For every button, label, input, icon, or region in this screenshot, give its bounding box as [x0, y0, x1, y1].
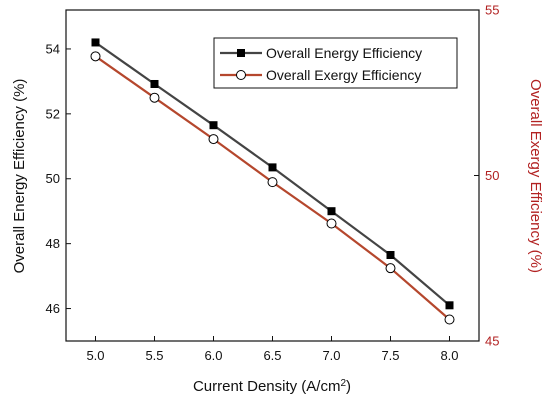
data-point-exergy	[208, 134, 219, 145]
data-point-exergy	[90, 51, 101, 62]
legend-label-energy: Overall Energy Efficiency	[266, 45, 422, 61]
data-point-exergy	[385, 263, 396, 274]
right-y-tick-label: 55	[485, 3, 499, 18]
legend-entry-energy: Overall Energy Efficiency	[220, 45, 422, 61]
data-point-exergy	[267, 177, 278, 188]
data-point-energy	[91, 38, 100, 47]
left-y-tick-label: 54	[46, 41, 60, 56]
data-point-energy	[268, 163, 277, 172]
right-y-axis-ticks: 45 50 55	[474, 3, 499, 349]
data-point-exergy	[326, 218, 337, 229]
data-point-energy	[209, 121, 218, 130]
x-tick-label: 5.0	[86, 348, 104, 363]
left-y-tick-label: 52	[46, 106, 60, 121]
series-line-exergy	[94, 55, 451, 321]
right-y-axis-title: Overall Exergy Efficiency (%)	[527, 79, 544, 273]
left-y-tick-label: 50	[46, 171, 60, 186]
left-y-axis-ticks: 46 48 50 52 54	[46, 41, 71, 316]
left-y-tick-label: 46	[46, 301, 60, 316]
x-tick-label: 5.5	[145, 348, 163, 363]
x-tick-label: 6.5	[263, 348, 281, 363]
right-y-tick-label: 45	[485, 334, 499, 349]
data-point-exergy	[444, 314, 455, 325]
left-y-axis-title: Overall Energy Efficiency (%)	[11, 79, 28, 274]
legend-marker-energy	[237, 49, 245, 57]
x-axis-ticks: 5.0 5.5 6.0 6.5 7.0 7.5 8.0	[86, 336, 459, 363]
x-tick-label: 7.5	[381, 348, 399, 363]
legend: Overall Energy Efficiency Overall Exergy…	[213, 37, 458, 89]
x-axis-title: Current Density (A/cm2)	[193, 378, 351, 396]
legend-label-exergy: Overall Exergy Efficiency	[266, 67, 421, 83]
legend-box	[213, 37, 458, 89]
data-point-exergy	[149, 92, 160, 103]
left-y-tick-label: 48	[46, 236, 60, 251]
data-point-energy	[150, 79, 159, 88]
x-tick-label: 6.0	[204, 348, 222, 363]
series-layer	[90, 38, 455, 325]
data-point-energy	[445, 301, 454, 310]
x-tick-label: 7.0	[322, 348, 340, 363]
legend-entry-exergy: Overall Exergy Efficiency	[220, 67, 421, 83]
data-point-energy	[386, 251, 395, 260]
legend-marker-exergy	[236, 70, 246, 80]
x-tick-label: 8.0	[440, 348, 458, 363]
data-point-energy	[327, 207, 336, 216]
right-y-tick-label: 50	[485, 168, 499, 183]
